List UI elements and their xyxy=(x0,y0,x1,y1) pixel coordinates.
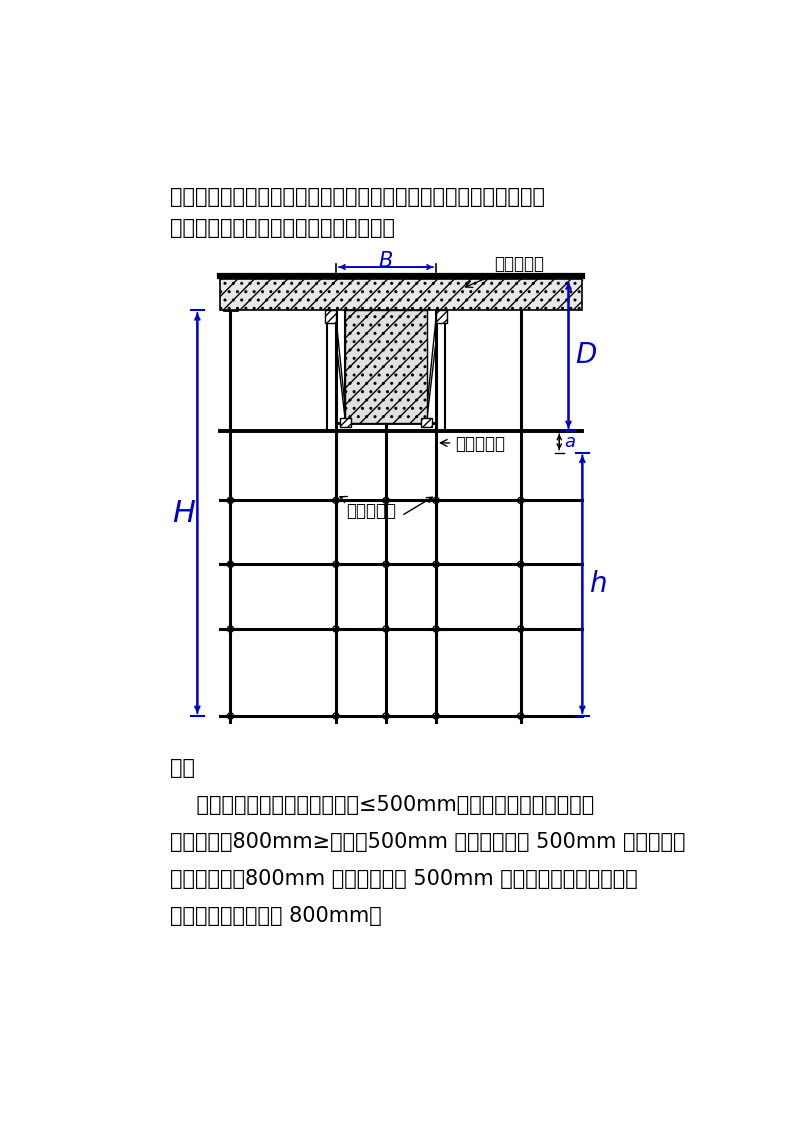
Text: H: H xyxy=(172,498,195,527)
Text: 对拉螺杆，800mm≥梁高＞500mm 的梁必须每隔 500mm 设一道对拉: 对拉螺杆，800mm≥梁高＞500mm 的梁必须每隔 500mm 设一道对拉 xyxy=(170,833,686,853)
Text: 立好后采用短钢管与满樘架连接成稳固的: 立好后采用短钢管与满樘架连接成稳固的 xyxy=(170,218,396,238)
Bar xyxy=(340,419,351,427)
Text: 梁跨度方向: 梁跨度方向 xyxy=(465,256,544,287)
Bar xyxy=(325,310,336,322)
Bar xyxy=(325,310,336,322)
Bar xyxy=(345,310,427,423)
Text: 梁侧加固钢管间距为 800mm。: 梁侧加固钢管间距为 800mm。 xyxy=(170,907,382,926)
Text: 三角: 三角 xyxy=(170,758,195,779)
Bar xyxy=(436,310,446,322)
Bar xyxy=(220,279,582,310)
Bar xyxy=(436,310,446,322)
Text: D: D xyxy=(575,341,596,369)
Bar xyxy=(340,419,351,427)
Bar xyxy=(421,419,432,427)
Text: 形，使其侧模牢固可靠。梁高≤500mm，其梁头必须各加设一根: 形，使其侧模牢固可靠。梁高≤500mm，其梁头必须各加设一根 xyxy=(170,795,595,816)
Text: 梁两侧立柱: 梁两侧立柱 xyxy=(340,496,396,519)
Text: 其侧模必须与底模靠紧，并要求其侧模上口标高必须准确无误，侧模: 其侧模必须与底模靠紧，并要求其侧模上口标高必须准确无误，侧模 xyxy=(170,187,546,206)
Text: 梁宽度方向: 梁宽度方向 xyxy=(440,435,505,453)
Bar xyxy=(345,310,427,423)
Text: a: a xyxy=(565,433,576,451)
Text: 螺杆；梁高＞800mm 的梁必须每隔 500mm 设两道对拉螺杆。梁底及: 螺杆；梁高＞800mm 的梁必须每隔 500mm 设两道对拉螺杆。梁底及 xyxy=(170,870,638,890)
Text: B: B xyxy=(379,251,393,270)
Text: h: h xyxy=(589,570,607,598)
Bar xyxy=(421,419,432,427)
Bar xyxy=(220,279,582,310)
